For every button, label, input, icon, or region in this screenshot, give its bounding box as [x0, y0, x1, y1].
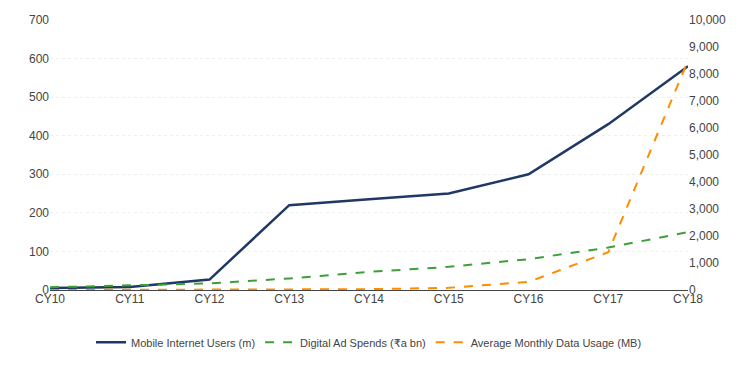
svg-text:Digital Ad Spends (₹a bn): Digital Ad Spends (₹a bn)	[300, 337, 426, 349]
svg-text:CY18: CY18	[673, 292, 703, 306]
svg-text:CY16: CY16	[513, 292, 543, 306]
svg-text:400: 400	[29, 129, 49, 143]
svg-text:CY13: CY13	[274, 292, 304, 306]
svg-text:9,000: 9,000	[689, 40, 719, 54]
svg-text:2,000: 2,000	[689, 229, 719, 243]
svg-text:3,000: 3,000	[689, 202, 719, 216]
svg-text:1,000: 1,000	[689, 256, 719, 270]
svg-text:0: 0	[689, 283, 696, 297]
svg-text:4,000: 4,000	[689, 175, 719, 189]
svg-text:6,000: 6,000	[689, 121, 719, 135]
svg-text:300: 300	[29, 167, 49, 181]
svg-text:CY15: CY15	[434, 292, 464, 306]
svg-text:500: 500	[29, 90, 49, 104]
svg-text:8,000: 8,000	[689, 67, 719, 81]
svg-text:CY12: CY12	[194, 292, 224, 306]
svg-text:0: 0	[42, 283, 49, 297]
svg-text:600: 600	[29, 52, 49, 66]
svg-text:10,000: 10,000	[689, 13, 726, 27]
svg-text:CY17: CY17	[593, 292, 623, 306]
svg-text:200: 200	[29, 206, 49, 220]
svg-text:100: 100	[29, 245, 49, 259]
svg-text:CY10: CY10	[35, 292, 65, 306]
svg-text:CY14: CY14	[354, 292, 384, 306]
svg-text:Mobile Internet Users (m): Mobile Internet Users (m)	[131, 337, 255, 349]
svg-text:7,000: 7,000	[689, 94, 719, 108]
svg-text:700: 700	[29, 13, 49, 27]
svg-text:5,000: 5,000	[689, 148, 719, 162]
svg-text:CY11: CY11	[115, 292, 144, 306]
svg-text:Average Monthly Data Usage (MB: Average Monthly Data Usage (MB)	[471, 337, 641, 349]
